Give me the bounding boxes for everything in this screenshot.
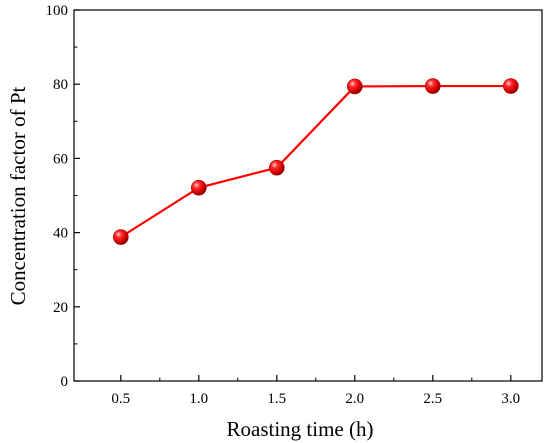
series-layer — [113, 78, 519, 245]
data-point — [424, 78, 441, 94]
data-point — [268, 159, 285, 176]
y-tick-label: 20 — [53, 300, 68, 316]
y-tick-label: 60 — [53, 151, 68, 167]
plot-frame — [73, 9, 543, 382]
x-tick-label: 0.5 — [111, 391, 130, 407]
plot-border — [73, 9, 543, 382]
series-line — [120, 84, 511, 238]
y-tick-label: 40 — [53, 226, 68, 242]
y-tick-label: 0 — [61, 374, 69, 390]
x-tick-label: 1.5 — [267, 391, 286, 407]
y-tick-label: 100 — [46, 3, 69, 19]
x-tick-label: 3.0 — [501, 391, 520, 407]
x-tick-label: 1.0 — [189, 391, 208, 407]
x-axis-title: Roasting time (h) — [227, 417, 374, 441]
data-point — [191, 179, 207, 196]
data-point — [502, 78, 519, 94]
y-axis: 0 20 40 60 80 100 — [46, 3, 80, 390]
x-axis: 0.5 1.0 1.5 2.0 2.5 3.0 — [111, 375, 520, 407]
y-tick-label: 80 — [53, 77, 68, 93]
x-tick-label: 2.0 — [345, 391, 364, 407]
data-point — [346, 78, 363, 95]
y-axis-title: Concentration factor of Pt — [6, 86, 30, 305]
x-tick-label: 2.5 — [423, 391, 442, 407]
data-point — [113, 229, 129, 245]
